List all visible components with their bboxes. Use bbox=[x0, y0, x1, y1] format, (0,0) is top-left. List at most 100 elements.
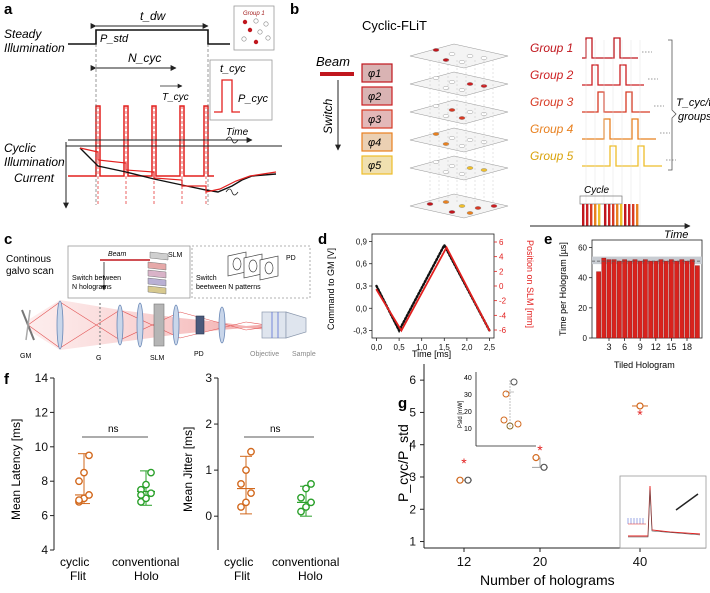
pd-device bbox=[195, 315, 205, 335]
pcyc-label: P_cyc bbox=[238, 93, 268, 105]
plane-spot bbox=[448, 164, 456, 168]
plane-spot bbox=[458, 144, 466, 148]
lens-5 bbox=[218, 306, 226, 344]
plane-spot bbox=[432, 132, 440, 136]
e-xtick-label: 18 bbox=[682, 342, 692, 352]
d-xtick-label: 2,5 bbox=[484, 343, 496, 352]
beam-label-c: Beam bbox=[108, 251, 126, 258]
plane-spot bbox=[442, 114, 450, 118]
phi-2: φ2 bbox=[368, 91, 381, 103]
plane-spot bbox=[480, 56, 488, 60]
f-point bbox=[302, 503, 310, 511]
d-ytick-label: -0,3 bbox=[353, 327, 367, 336]
group1-inset-label: Group 1 bbox=[243, 11, 265, 17]
label-steady: Steady bbox=[4, 27, 42, 41]
cycle-bar bbox=[636, 204, 639, 226]
holo-switch-inset bbox=[67, 245, 191, 299]
cycle-label: Cycle bbox=[584, 185, 609, 196]
e-bar bbox=[611, 259, 617, 339]
plot-d-frame bbox=[371, 233, 495, 339]
d-yticks: 0,9 0,6 0,3 0,0 -0,3 bbox=[353, 237, 372, 336]
plane-spot bbox=[442, 170, 450, 174]
phi-boxes bbox=[361, 63, 393, 175]
f-point bbox=[142, 480, 150, 489]
f-right-cat1-a: cyclic bbox=[224, 555, 253, 569]
d-xticks: 0,0 0,5 1,0 1,5 2,0 2,5 bbox=[371, 338, 496, 352]
g-inset-ytick-40: 40 bbox=[464, 375, 472, 382]
f-point bbox=[137, 491, 145, 499]
g-expected-point: * bbox=[461, 455, 467, 471]
phi-1: φ1 bbox=[368, 68, 381, 80]
plane-merged-spot bbox=[474, 206, 482, 210]
d-series bbox=[375, 242, 491, 334]
phi-3: φ3 bbox=[368, 114, 382, 126]
label-cyclic: Cyclic bbox=[4, 141, 36, 155]
e-ytick-label: 60 bbox=[578, 244, 587, 253]
f-right-ns: ns bbox=[270, 424, 281, 435]
e-ytick-label: 20 bbox=[578, 304, 587, 313]
slm-label-top: SLM bbox=[168, 252, 183, 259]
e-bar bbox=[648, 260, 653, 339]
panel-a: a Steady Illumination Cyclic Illuminatio… bbox=[4, 1, 282, 209]
group-5-label: Group 5 bbox=[530, 149, 574, 163]
g-ytick-label: 5 bbox=[409, 405, 416, 419]
g-series: * * * bbox=[456, 402, 648, 484]
brace-label-2: groups bbox=[678, 111, 710, 123]
panel-letter-g: g bbox=[398, 395, 407, 412]
time-label-b: Time bbox=[664, 229, 688, 241]
cycle-bar bbox=[624, 204, 627, 226]
e-bar bbox=[622, 259, 627, 339]
g-trace-grey bbox=[628, 489, 701, 538]
group-1-label: Group 1 bbox=[530, 41, 573, 55]
plane-spot bbox=[458, 88, 466, 92]
panel-letter-e: e bbox=[544, 231, 552, 248]
g-measured-point bbox=[636, 402, 644, 410]
tdw-label: t_dw bbox=[140, 9, 167, 23]
f-left-ylabel: Mean Latency [ms] bbox=[9, 419, 23, 520]
g-inset-points bbox=[500, 378, 522, 430]
d-ytick-label: 0,0 bbox=[356, 304, 368, 313]
d-ytick-label: 0,6 bbox=[356, 260, 368, 269]
f-point bbox=[147, 489, 155, 498]
label-current-text: Current bbox=[14, 171, 55, 185]
g-expected-point: * bbox=[537, 442, 543, 458]
d-xtick-label: 1,0 bbox=[416, 343, 428, 352]
plane bbox=[409, 127, 509, 153]
f-point bbox=[242, 466, 250, 475]
e-bar bbox=[689, 259, 695, 339]
plane bbox=[409, 71, 509, 97]
panel-letter-d: d bbox=[318, 231, 327, 248]
plane-spot bbox=[466, 54, 474, 58]
cycle-bar bbox=[594, 204, 597, 226]
groups-brace bbox=[668, 39, 677, 171]
plane-spot bbox=[458, 60, 466, 64]
current-trace-steady bbox=[79, 147, 277, 193]
plane-spot bbox=[466, 82, 474, 86]
d-xtick-label: 1,5 bbox=[439, 343, 451, 352]
cycle-bar bbox=[586, 204, 589, 226]
cycle-bars bbox=[582, 204, 639, 226]
panel-g: g 6 5 4 3 2 1 12 20 40 * * * P_cyc/P_std Number o… bbox=[395, 364, 707, 588]
panel-letter-c: c bbox=[4, 231, 12, 248]
f-point bbox=[147, 468, 155, 477]
e-ylabel: Time per Hologram [µs] bbox=[558, 242, 568, 336]
d-xtick-label: 2,0 bbox=[461, 343, 473, 352]
cycle-bar bbox=[628, 204, 631, 226]
plane bbox=[409, 43, 509, 69]
plane-spot bbox=[458, 172, 466, 176]
plane-merged-spot bbox=[466, 211, 474, 215]
slm-device bbox=[153, 303, 165, 347]
group1-inset-dots bbox=[241, 18, 271, 45]
group-trace bbox=[582, 37, 638, 59]
g-trace-pulses bbox=[627, 518, 644, 524]
d-ylabel-right: Position on SLM [mm] bbox=[525, 240, 535, 328]
e-xtick-label: 6 bbox=[622, 342, 627, 352]
cyclic-flit-title: Cyclic-FLiT bbox=[362, 18, 427, 33]
d-ytick-right-label: -6 bbox=[499, 326, 507, 335]
f-left-ns: ns bbox=[108, 424, 119, 435]
f-ytick-label: 6 bbox=[41, 509, 48, 523]
label-illumination-1: Illumination bbox=[4, 41, 65, 55]
f-point bbox=[302, 484, 310, 493]
g-xtick-label: 20 bbox=[533, 554, 547, 569]
